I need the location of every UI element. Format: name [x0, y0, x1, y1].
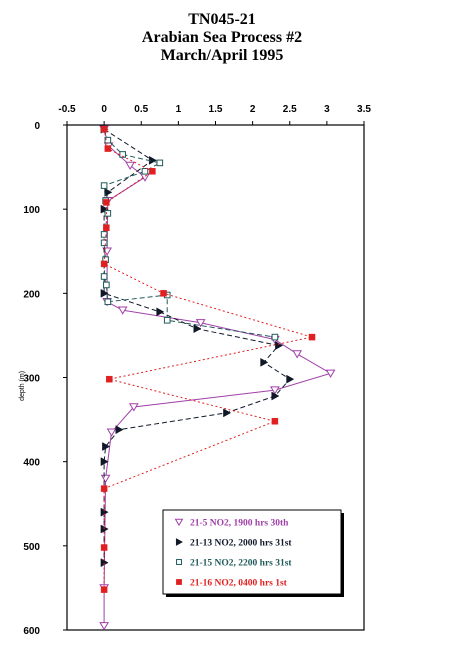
data-point [100, 474, 111, 484]
x-tick-label: 3.5 [357, 104, 371, 115]
chart-title-line-1: TN045-21 [188, 11, 256, 28]
data-point [100, 288, 109, 298]
legend: 21-5 NO2, 1900 hrs 30th 21-13 NO2, 2000 h… [162, 509, 344, 597]
data-point [100, 182, 108, 189]
data-point [106, 428, 117, 437]
legend-item: 21-5 NO2, 1900 hrs 30th [174, 518, 289, 529]
data-point [100, 125, 108, 133]
legend-item: 21-16 NO2, 0400 hrs 1st [176, 579, 288, 589]
legend-label: 21-5 NO2, 1900 hrs 30th [190, 519, 289, 529]
legend-item: 21-13 NO2, 2000 hrs 31st [175, 538, 292, 549]
data-point [100, 204, 109, 214]
data-point [163, 316, 171, 324]
data-point [271, 391, 280, 401]
legend-item: 21-15 NO2, 2200 hrs 31st [176, 559, 292, 569]
x-axis: -0.5 0 0.5 1 1.5 2 2.5 3 3.5 [58, 104, 371, 125]
series-2 [100, 124, 295, 568]
data-point [325, 369, 336, 378]
y-tick-label: 0 [34, 121, 40, 132]
x-tick-label: 3 [324, 104, 330, 115]
data-point [104, 145, 112, 152]
legend-marker [176, 559, 182, 565]
data-point [149, 168, 156, 175]
x-tick-label: 0.5 [134, 104, 148, 115]
legend-marker [176, 579, 182, 585]
legend-marker [174, 518, 184, 527]
data-point [100, 231, 108, 238]
data-point [100, 586, 108, 593]
x-tick-label: -0.5 [58, 104, 76, 115]
chart-title-line-3: March/April 1995 [161, 47, 284, 64]
y-tick-label: 600 [23, 626, 40, 637]
x-tick-label: 1 [176, 104, 182, 115]
y-tick-label: 500 [23, 542, 40, 553]
data-point [193, 324, 202, 334]
data-point [104, 210, 112, 217]
data-point [100, 457, 109, 467]
data-point [125, 161, 135, 170]
series-line [103, 128, 291, 563]
data-point [99, 622, 109, 631]
series-3 [100, 125, 279, 341]
data-point [104, 187, 113, 197]
data-point [292, 350, 303, 359]
data-point [195, 319, 206, 328]
data-point [103, 281, 110, 289]
y-tick-label: 400 [23, 458, 40, 469]
data-point [140, 173, 150, 182]
data-point [156, 159, 164, 167]
chart-title-line-2: Arabian Sea Process #2 [142, 29, 302, 46]
data-point [106, 375, 113, 383]
y-tick-label: 200 [23, 289, 40, 300]
data-point [103, 199, 110, 206]
legend-label: 21-13 NO2, 2000 hrs 31st [190, 539, 292, 549]
series-line [103, 129, 275, 338]
data-point [100, 239, 108, 247]
y-axis: 0 100 200 300 400 500 600 [23, 121, 67, 637]
series-layer [99, 124, 336, 631]
y-tick-label: 300 [23, 374, 40, 385]
data-point [117, 306, 128, 315]
data-point [104, 136, 112, 144]
legend-label: 21-15 NO2, 2200 hrs 31st [190, 559, 292, 569]
data-point [104, 298, 112, 306]
legend-label: 21-16 NO2, 0400 hrs 1st [190, 579, 288, 589]
data-point [286, 374, 295, 384]
data-point [100, 273, 108, 280]
series-4 [100, 125, 316, 593]
data-point [260, 357, 269, 367]
data-point [100, 544, 108, 551]
x-tick-label: 1.5 [209, 104, 223, 115]
data-point [271, 418, 279, 425]
x-tick-label: 0 [101, 104, 107, 115]
legend-marker [175, 538, 184, 546]
x-tick-label: 2.5 [283, 104, 297, 115]
chart-title: TN045-21 Arabian Sea Process #2 March/Ap… [142, 11, 302, 64]
data-point [103, 224, 110, 231]
y-tick-label: 100 [23, 205, 40, 216]
data-point [102, 442, 111, 451]
data-point [270, 386, 280, 395]
data-point [156, 307, 165, 317]
data-point [223, 408, 232, 418]
data-point [100, 485, 108, 492]
data-point [115, 425, 124, 435]
data-point [141, 167, 149, 175]
y-axis-label: depth (m) [19, 371, 26, 401]
legend-box [162, 509, 342, 595]
data-point [271, 333, 279, 341]
data-point [160, 290, 167, 297]
data-point [100, 260, 108, 268]
data-point [128, 403, 139, 412]
data-point [308, 333, 316, 341]
x-tick-label: 2 [250, 104, 256, 115]
